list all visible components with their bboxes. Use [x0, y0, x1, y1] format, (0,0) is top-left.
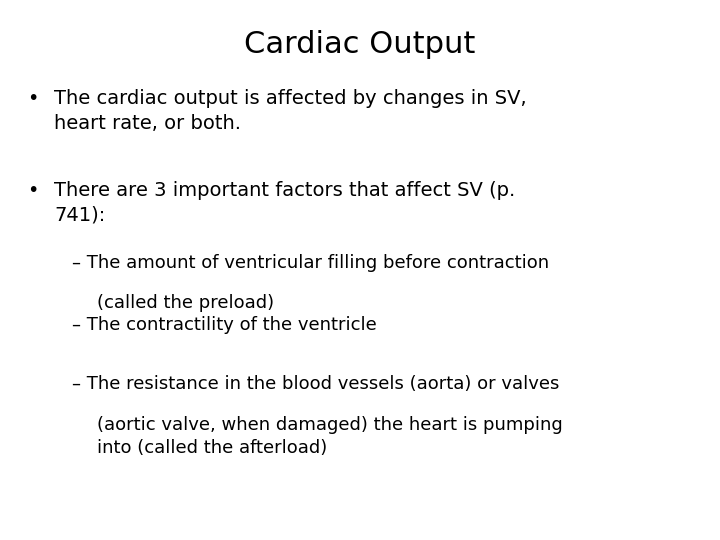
Text: •: • — [27, 89, 39, 108]
Text: – The contractility of the ventricle: – The contractility of the ventricle — [72, 316, 377, 334]
Text: Cardiac Output: Cardiac Output — [244, 30, 476, 59]
Text: •: • — [27, 181, 39, 200]
Text: The cardiac output is affected by changes in SV,
heart rate, or both.: The cardiac output is affected by change… — [54, 89, 526, 133]
Text: There are 3 important factors that affect SV (p.
741):: There are 3 important factors that affec… — [54, 181, 516, 225]
Text: (called the preload): (called the preload) — [97, 294, 274, 312]
Text: – The resistance in the blood vessels (aorta) or valves: – The resistance in the blood vessels (a… — [72, 375, 559, 393]
Text: (aortic valve, when damaged) the heart is pumping
into (called the afterload): (aortic valve, when damaged) the heart i… — [97, 416, 563, 457]
Text: – The amount of ventricular filling before contraction: – The amount of ventricular filling befo… — [72, 254, 549, 272]
